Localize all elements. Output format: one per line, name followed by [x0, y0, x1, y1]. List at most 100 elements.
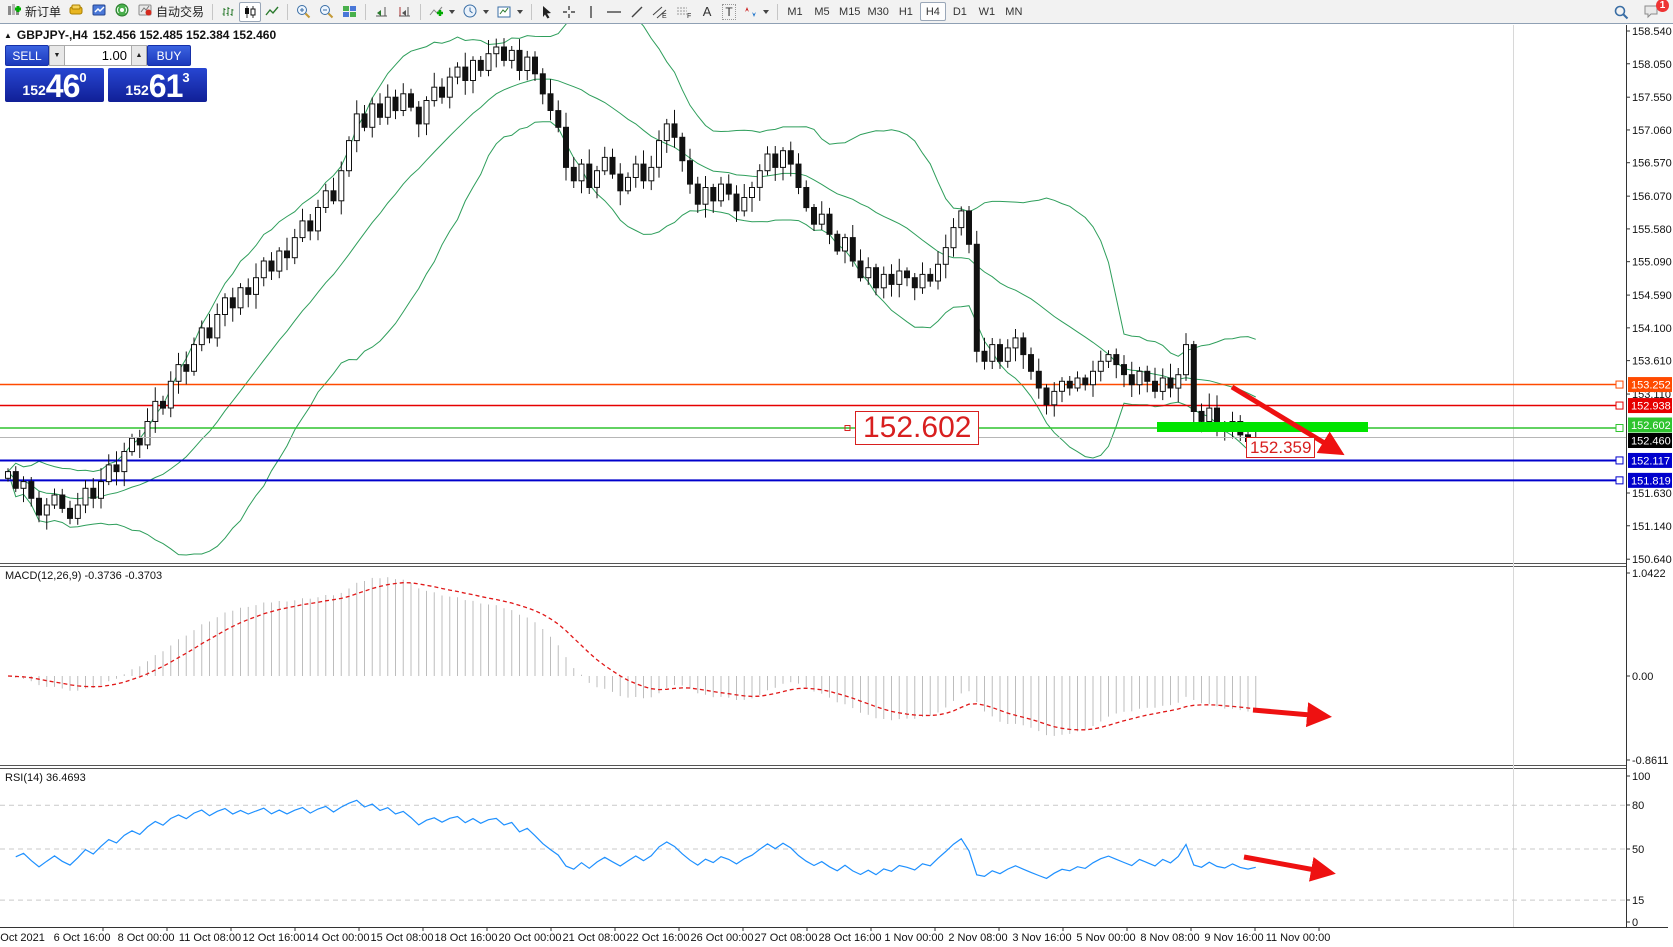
line-chart-button[interactable]: [261, 2, 283, 22]
time-axis-label[interactable]: 18 Oct 16:00: [435, 932, 498, 944]
zoom-out-button[interactable]: [315, 2, 338, 22]
volume-decrease-button[interactable]: ▼: [49, 45, 65, 66]
candle-body: [927, 273, 934, 282]
support-price-callout[interactable]: 152.602: [855, 411, 980, 445]
bar-chart-button[interactable]: [217, 2, 239, 22]
timeframe-button-M1[interactable]: M1: [782, 2, 808, 21]
hline-handle-153.252[interactable]: [1615, 380, 1624, 389]
buy-button[interactable]: BUY: [147, 45, 191, 66]
auto-scroll-button[interactable]: [370, 2, 393, 22]
timeframe-button-D1[interactable]: D1: [947, 2, 973, 21]
time-axis-label[interactable]: 26 Oct 00:00: [691, 932, 754, 944]
time-axis-label[interactable]: 8 Nov 08:00: [1140, 932, 1199, 944]
text-tool-button[interactable]: A: [696, 2, 718, 22]
time-axis-label[interactable]: 9 Nov 16:00: [1204, 932, 1263, 944]
time-axis-label[interactable]: 1 Nov 00:00: [884, 932, 943, 944]
timeframe-button-H4[interactable]: H4: [919, 2, 946, 21]
trend-arrow-1[interactable]: [1230, 384, 1345, 456]
time-axis-label[interactable]: 5 Nov 00:00: [1076, 932, 1135, 944]
candle-body: [958, 210, 965, 229]
indicators-button[interactable]: [425, 2, 459, 22]
volume-increase-button[interactable]: ▲: [131, 45, 147, 66]
hline-price-box[interactable]: [1628, 398, 1672, 414]
candle-body: [493, 46, 500, 55]
new-order-button[interactable]: 新订单: [3, 2, 65, 22]
candle-body: [1183, 344, 1189, 376]
templates-button[interactable]: [493, 2, 527, 22]
hline-handle-152.938[interactable]: [1615, 401, 1624, 410]
timeframe-button-MN[interactable]: MN: [1001, 2, 1027, 21]
notifications-button[interactable]: 1: [1639, 0, 1669, 22]
time-axis-label[interactable]: 6 Oct 16:00: [54, 932, 111, 944]
market-watch-button[interactable]: [88, 2, 111, 22]
time-axis-label[interactable]: 5 Oct 2021: [0, 932, 45, 944]
hline-handle-152.117[interactable]: [1615, 456, 1624, 465]
support-zone-highlight[interactable]: [1157, 422, 1368, 432]
hline-price-label: 152.938: [1631, 401, 1671, 413]
time-axis-label[interactable]: 2 Nov 08:00: [948, 932, 1007, 944]
hline-price-label: 151.819: [1631, 475, 1671, 487]
timeframe-button-M5[interactable]: M5: [809, 2, 835, 21]
time-axis-label[interactable]: 12 Oct 16:00: [243, 932, 306, 944]
timeframe-button-M15[interactable]: M15: [836, 2, 863, 21]
time-axis-label[interactable]: 3 Nov 16:00: [1012, 932, 1071, 944]
cursor-tool-button[interactable]: [536, 2, 558, 22]
buy-price-display[interactable]: 152 61 3: [108, 68, 207, 102]
time-axis-label[interactable]: 8 Oct 00:00: [118, 932, 175, 944]
hline-handle-152.602[interactable]: [1615, 424, 1624, 433]
channel-tool-button[interactable]: E: [648, 2, 672, 22]
horizontal-line-tool-button[interactable]: [602, 2, 626, 22]
current-price-box[interactable]: [1628, 433, 1672, 449]
time-axis-label[interactable]: 27 Oct 08:00: [755, 932, 818, 944]
time-axis-label[interactable]: 11 Oct 08:00: [179, 932, 241, 944]
tile-windows-button[interactable]: [338, 2, 361, 22]
fibo-glyph: F: [687, 13, 691, 19]
timeframe-button-H1[interactable]: H1: [893, 2, 919, 21]
volume-input[interactable]: [65, 45, 131, 66]
search-button[interactable]: [1609, 2, 1633, 22]
time-axis-label[interactable]: 15 Oct 08:00: [371, 932, 434, 944]
time-axis-label[interactable]: 21 Oct 08:00: [563, 932, 626, 944]
timeframe-button-M30[interactable]: M30: [864, 2, 891, 21]
signals-button[interactable]: [111, 2, 134, 22]
candle-body: [51, 494, 58, 506]
arrows-tool-button[interactable]: [740, 2, 773, 22]
hline-price-box[interactable]: [1628, 472, 1672, 488]
hline-price-box[interactable]: [1628, 417, 1672, 433]
time-axis-label[interactable]: 11 Nov 00:00: [1266, 932, 1331, 944]
time-axis-label[interactable]: 14 Oct 00:00: [307, 932, 370, 944]
fibonacci-tool-button[interactable]: F: [672, 2, 696, 22]
sell-button[interactable]: SELL: [5, 45, 49, 66]
candlestick-chart-button[interactable]: [239, 1, 262, 22]
hline-price-label: 153.252: [1631, 380, 1671, 392]
chart-shift-button[interactable]: [393, 2, 416, 22]
collapse-icon[interactable]: ▲: [4, 30, 12, 40]
vertical-line-tool-button[interactable]: [580, 2, 602, 22]
candle-body: [1175, 374, 1182, 389]
periods-button[interactable]: [459, 2, 493, 22]
hline-price-box[interactable]: [1628, 377, 1672, 393]
hline-price-box[interactable]: [1628, 452, 1672, 468]
trendline-tool-button[interactable]: [626, 2, 648, 22]
zoom-in-button[interactable]: [292, 2, 315, 22]
sell-price-display[interactable]: 152 46 0: [5, 68, 104, 102]
profiles-button[interactable]: [65, 2, 88, 22]
candle-body: [532, 56, 538, 75]
price-tick-label: 156.570: [1632, 158, 1672, 170]
autotrading-button[interactable]: 自动交易: [134, 2, 208, 22]
candle-body: [966, 210, 972, 245]
timeframe-button-W1[interactable]: W1: [974, 2, 1000, 21]
trend-arrow-3[interactable]: [1243, 854, 1336, 882]
hline-handle-151.819[interactable]: [1615, 476, 1624, 485]
time-axis-label[interactable]: 22 Oct 16:00: [627, 932, 690, 944]
text-label-tool-button[interactable]: T: [718, 2, 740, 22]
candle-body: [694, 183, 701, 205]
trend-arrow-2[interactable]: [1252, 702, 1332, 728]
time-axis-label[interactable]: 28 Oct 16:00: [819, 932, 882, 944]
target-price-callout[interactable]: 152.359: [1246, 437, 1316, 458]
crosshair-tool-button[interactable]: [558, 2, 580, 22]
candle-body: [105, 464, 112, 483]
candle-body: [322, 190, 329, 209]
time-axis-label[interactable]: 20 Oct 00:00: [499, 932, 562, 944]
